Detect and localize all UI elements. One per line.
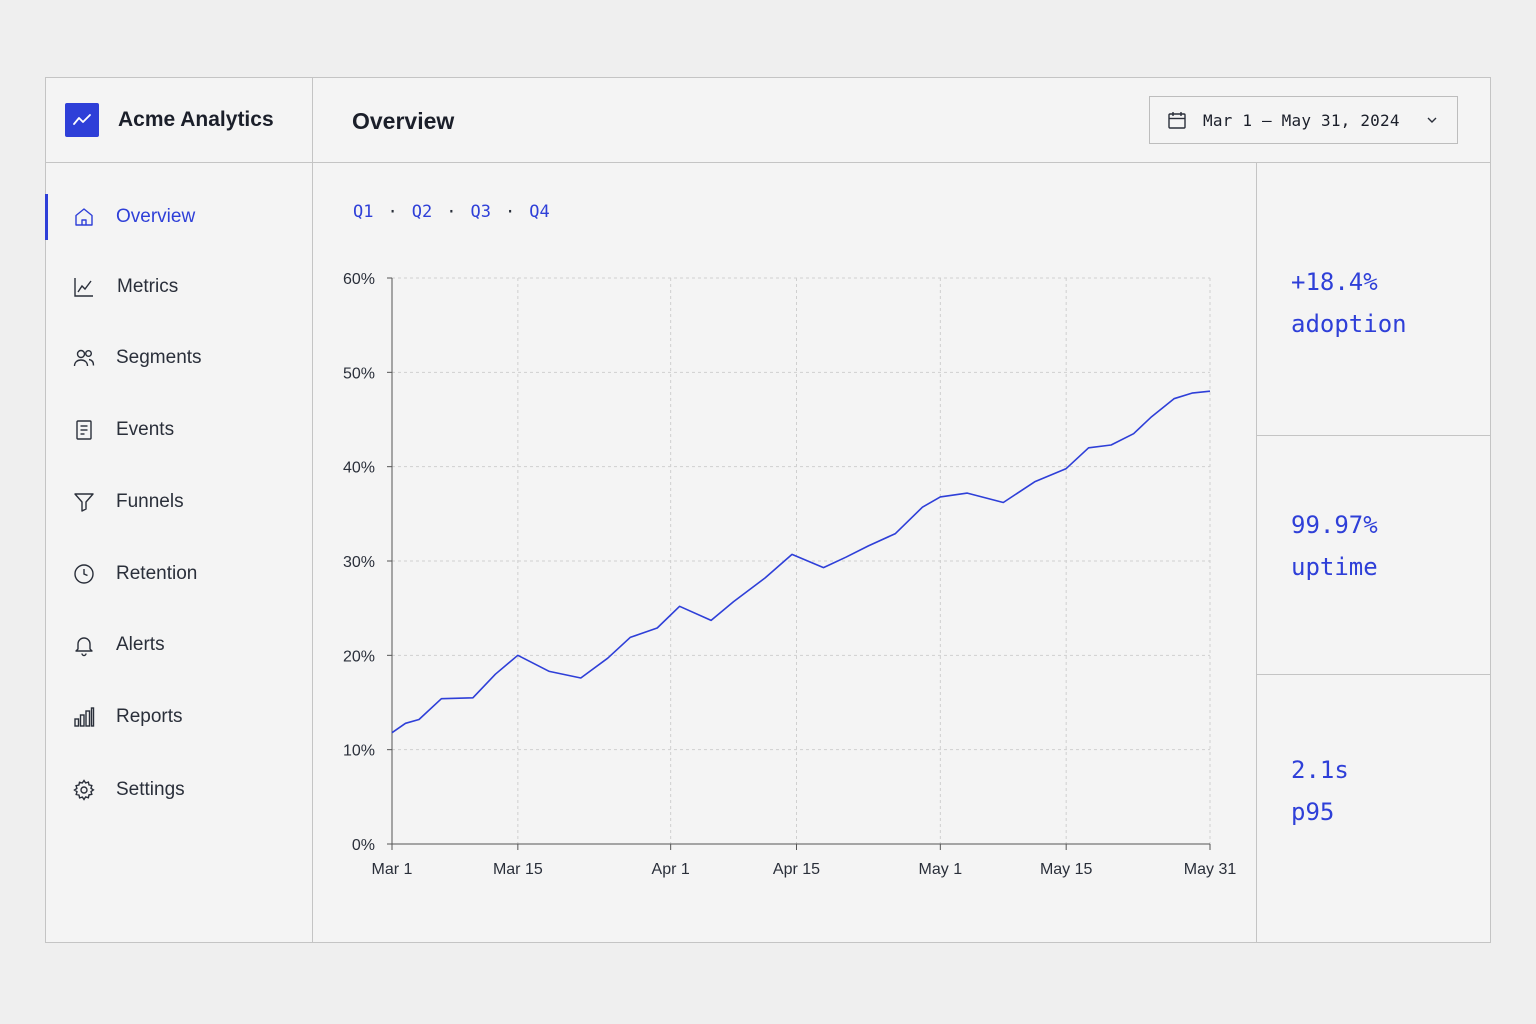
- sidebar-item-funnels[interactable]: Funnels: [46, 479, 312, 525]
- sidebar-item-segments[interactable]: Segments: [46, 335, 312, 381]
- sidebar-item-events[interactable]: Events: [46, 407, 312, 453]
- sidebar-item-alerts[interactable]: Alerts: [46, 622, 312, 668]
- tab-q4[interactable]: Q4: [529, 202, 550, 222]
- y-tick-label: 30%: [343, 554, 375, 571]
- tab-q2[interactable]: Q2: [411, 202, 433, 222]
- logo-trend-icon: [65, 103, 99, 137]
- sidebar-divider: [312, 78, 313, 942]
- stat-value: 99.97%: [1291, 511, 1378, 539]
- adoption-line-chart: 0% 10% 20% 30% 40% 50% 60% Mar 1 Mar 15 Apr 1 Apr …: [343, 271, 1237, 878]
- calendar-icon: [1167, 110, 1187, 130]
- users-icon: [72, 346, 96, 370]
- x-tick-label: May 1: [919, 861, 963, 878]
- sidebar-item-label: Metrics: [117, 276, 179, 297]
- brand-name: Acme Analytics: [118, 108, 274, 131]
- sidebar-item-label: Alerts: [116, 634, 165, 655]
- stat-label: uptime: [1291, 553, 1378, 581]
- stat-label: adoption: [1291, 310, 1407, 338]
- x-tick-label: Mar 1: [372, 861, 413, 878]
- stat-adoption: +18.4% adoption: [1291, 261, 1407, 345]
- sidebar-item-metrics[interactable]: Metrics: [46, 264, 312, 310]
- home-icon: [72, 205, 96, 229]
- funnel-icon: [72, 490, 96, 514]
- app-frame: Acme Analytics Overview Mar 1 – May 31, …: [45, 77, 1491, 943]
- line-chart-icon: [72, 275, 96, 299]
- x-tick-label: Apr 15: [773, 861, 820, 878]
- sidebar-item-reports[interactable]: Reports: [46, 694, 312, 740]
- clock-icon: [72, 562, 96, 586]
- x-tick-label: May 15: [1040, 861, 1093, 878]
- series-line: [391, 390, 1211, 734]
- sidebar-item-retention[interactable]: Retention: [46, 551, 312, 597]
- stat-label: p95: [1291, 798, 1335, 826]
- y-tick-label: 20%: [343, 648, 375, 665]
- x-tick-label: May 31: [1184, 861, 1237, 878]
- sidebar-item-label: Funnels: [116, 491, 184, 512]
- sidebar-item-label: Reports: [116, 706, 183, 727]
- chevron-down-icon: [1425, 113, 1439, 127]
- brand[interactable]: Acme Analytics: [65, 103, 274, 137]
- bell-icon: [72, 633, 96, 657]
- tab-q3[interactable]: Q3: [470, 202, 491, 222]
- stats-divider: [1256, 163, 1257, 942]
- stat-p95: 2.1s p95: [1291, 749, 1349, 833]
- sidebar-item-label: Events: [116, 419, 175, 440]
- sidebar-item-label: Overview: [116, 206, 196, 227]
- y-tick-label: 40%: [343, 460, 375, 477]
- gear-icon: [72, 778, 96, 802]
- bar-chart-icon: [72, 705, 96, 729]
- sidebar-item-label: Segments: [116, 347, 202, 368]
- date-range-picker[interactable]: Mar 1 – May 31, 2024: [1149, 96, 1458, 144]
- stat-value: 2.1s: [1291, 756, 1349, 784]
- page-title: Overview: [352, 108, 455, 134]
- stat-divider-1: [1256, 435, 1490, 436]
- quarter-tabs: Q1 · Q2 · Q3 · Q4: [353, 202, 550, 222]
- y-tick-label: 60%: [343, 271, 375, 288]
- stat-value: +18.4%: [1291, 268, 1378, 296]
- sidebar-item-settings[interactable]: Settings: [46, 767, 312, 813]
- stat-uptime: 99.97% uptime: [1291, 504, 1378, 588]
- tab-q1[interactable]: Q1: [353, 202, 374, 222]
- x-tick-label: Mar 15: [493, 861, 543, 878]
- sidebar-item-label: Retention: [116, 563, 198, 584]
- sidebar-item-overview[interactable]: Overview: [45, 194, 312, 240]
- header-divider: [46, 162, 1490, 163]
- document-icon: [72, 418, 96, 442]
- y-tick-label: 0%: [352, 837, 375, 854]
- y-tick-label: 50%: [343, 365, 375, 382]
- x-tick-label: Apr 1: [652, 861, 690, 878]
- sidebar-item-label: Settings: [116, 779, 185, 800]
- y-tick-label: 10%: [343, 743, 375, 760]
- stat-divider-2: [1256, 674, 1490, 675]
- date-range-text: Mar 1 – May 31, 2024: [1203, 110, 1400, 130]
